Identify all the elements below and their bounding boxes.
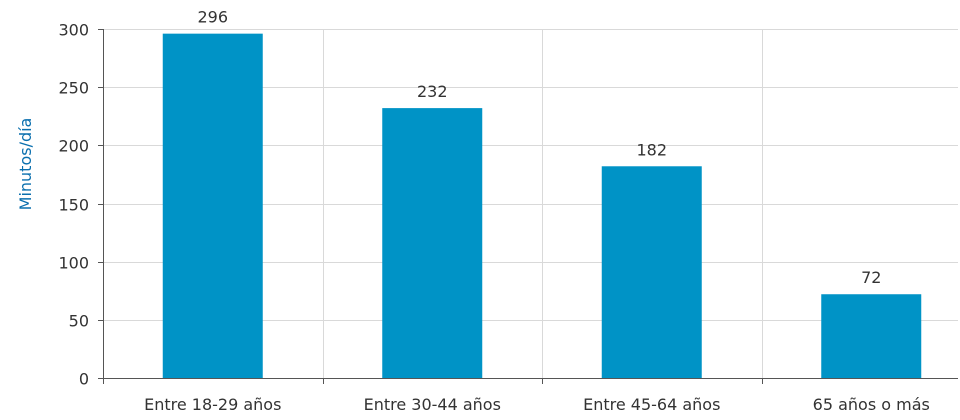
bar-3 (601, 166, 702, 378)
y-tick-label-250: 250 (58, 79, 89, 98)
x-tick-label-2: Entre 30-44 años (364, 395, 501, 414)
y-tick-label-50: 50 (69, 312, 89, 331)
y-axis-title: Minutos/día (16, 118, 35, 211)
y-tick-label-100: 100 (58, 254, 89, 273)
axes-layer (98, 29, 958, 384)
labels-layer: 296 232 182 72 0 50 100 150 200 250 300 Entre 18-29… (58, 8, 929, 414)
data-label-2: 232 (417, 82, 448, 101)
bar-1 (162, 33, 263, 379)
y-tick-label-0: 0 (79, 370, 89, 389)
y-tick-label-300: 300 (58, 21, 89, 40)
data-label-3: 182 (636, 140, 667, 159)
bar-2 (382, 108, 483, 379)
data-label-4: 72 (861, 268, 881, 287)
x-tick-label-3: Entre 45-64 años (583, 395, 720, 414)
y-tick-label-150: 150 (58, 196, 89, 215)
x-tick-label-1: Entre 18-29 años (144, 395, 281, 414)
data-label-1: 296 (197, 8, 228, 27)
bars-layer (162, 33, 922, 379)
bar-4 (821, 294, 922, 378)
x-tick-label-4: 65 años o más (813, 395, 930, 414)
y-tick-label-200: 200 (58, 137, 89, 156)
